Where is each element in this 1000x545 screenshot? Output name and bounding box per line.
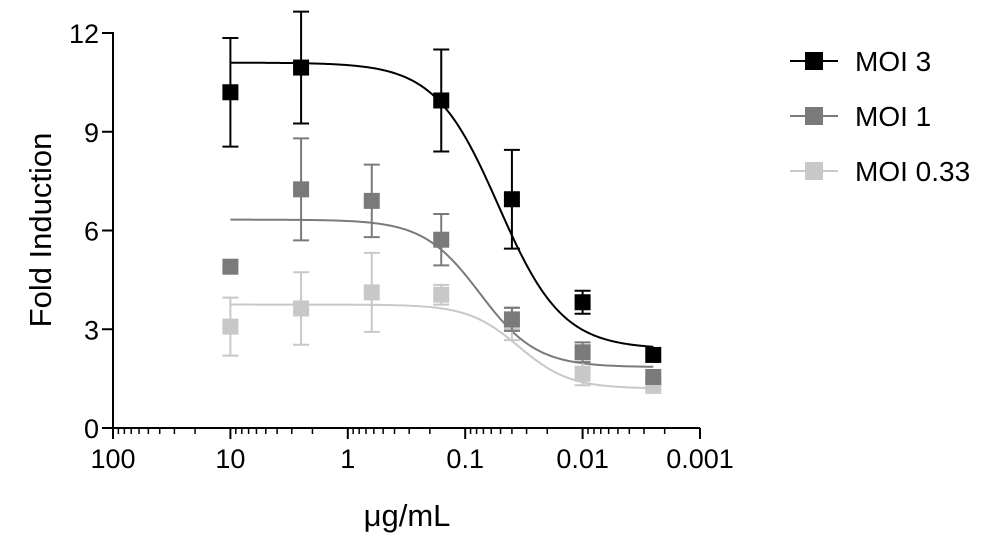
- legend-label-moi-3: MOI 3: [855, 46, 931, 77]
- x-tick-label: 10: [215, 444, 245, 474]
- data-point-moi-0-33: [293, 300, 310, 317]
- y-axis-label: Fold Induction: [23, 133, 58, 328]
- y-tick-label: 6: [84, 217, 99, 247]
- x-tick-label: 0.01: [556, 444, 609, 474]
- legend-marker-moi-3: [805, 52, 823, 70]
- data-point-moi-0-33: [433, 286, 450, 303]
- data-point-moi-3: [433, 92, 450, 109]
- axes: 0 3 6 9 12 100 10 1 0.1 0.01 0.001: [69, 19, 734, 474]
- data-point-moi-0-33: [574, 365, 591, 382]
- legend: MOI 3 MOI 1 MOI 0.33: [790, 46, 970, 187]
- data-point-moi-0-33: [363, 284, 380, 301]
- x-tick-label: 0.1: [446, 444, 484, 474]
- x-tick-label: 0.001: [666, 444, 734, 474]
- legend-marker-moi-0-33: [805, 162, 823, 180]
- legend-label-moi-1: MOI 1: [855, 101, 931, 132]
- data-point-moi-3: [574, 294, 591, 311]
- data-point-moi-0-33: [222, 318, 239, 335]
- data-point-moi-1: [222, 258, 239, 275]
- data-point-moi-1: [363, 192, 380, 209]
- x-tick-label: 100: [90, 444, 135, 474]
- data-point-moi-1: [645, 368, 662, 385]
- y-tick-label: 3: [84, 315, 99, 345]
- data-point-moi-3: [293, 59, 310, 76]
- data-point-moi-1: [503, 311, 520, 328]
- x-axis-label: μg/mL: [364, 498, 451, 533]
- data-point-moi-3: [645, 346, 662, 363]
- legend-label-moi-0-33: MOI 0.33: [855, 156, 970, 187]
- x-tick-label: 1: [340, 444, 355, 474]
- data-point-moi-1: [433, 231, 450, 248]
- legend-marker-moi-1: [805, 107, 823, 125]
- data-point-moi-1: [574, 344, 591, 361]
- data-point-moi-3: [503, 191, 520, 208]
- y-tick-label: 9: [84, 118, 99, 148]
- data-point-moi-3: [222, 84, 239, 101]
- y-tick-label: 0: [84, 414, 99, 444]
- data-point-moi-1: [293, 181, 310, 198]
- y-tick-label: 12: [69, 19, 99, 49]
- data-points: [222, 10, 662, 394]
